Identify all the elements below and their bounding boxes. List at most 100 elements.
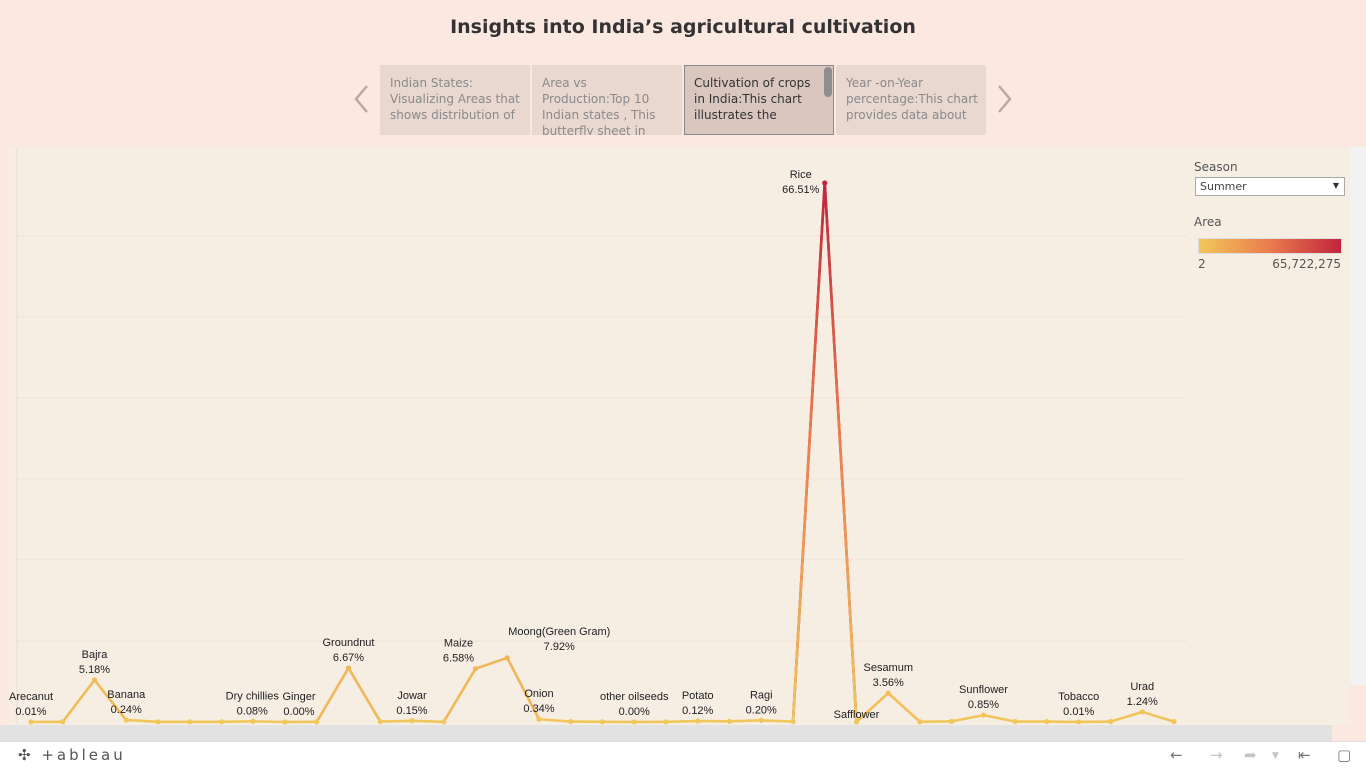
crop-label: Ginger (282, 691, 315, 703)
data-point[interactable] (695, 718, 701, 724)
redo-button[interactable]: → (1210, 746, 1223, 764)
data-point[interactable] (758, 717, 764, 723)
data-point[interactable] (853, 719, 860, 725)
data-point[interactable] (726, 718, 733, 724)
percent-label: 0.24% (111, 704, 142, 716)
line-segment (950, 713, 985, 723)
line-segment (728, 719, 763, 723)
crop-label: Arecanut (9, 691, 53, 703)
data-point[interactable] (91, 677, 98, 683)
area-color-ramp (1198, 238, 1342, 254)
story-point-label: Area vs Production:Top 10 Indian states … (542, 76, 656, 135)
vertical-scrollbar[interactable] (1350, 147, 1366, 685)
story-point-label: Indian States: Visualizing Areas that sh… (390, 76, 520, 122)
data-point[interactable] (314, 719, 320, 725)
share-dropdown-icon[interactable]: ▼ (1272, 751, 1279, 761)
crop-label: Groundnut (323, 637, 375, 649)
tableau-logo-icon: ✣ (18, 746, 34, 764)
line-segment (505, 656, 541, 721)
crop-label: Ragi (750, 689, 773, 701)
data-point[interactable] (250, 718, 256, 724)
line-segment (61, 678, 96, 724)
data-point[interactable] (885, 690, 891, 696)
data-point[interactable] (536, 716, 542, 722)
data-point[interactable] (441, 719, 447, 725)
data-point[interactable] (917, 719, 923, 725)
dashboard-title: Insights into India’s agricultural culti… (450, 16, 916, 38)
data-point[interactable] (631, 719, 637, 725)
story-point-2[interactable]: Area vs Production:Top 10 Indian states … (532, 65, 682, 135)
crop-label: Banana (107, 689, 146, 701)
percent-label: 0.01% (1063, 706, 1094, 718)
line-segment (93, 678, 128, 722)
story-point-4[interactable]: Year -on-Year percentage:This chart prov… (836, 65, 986, 135)
data-point[interactable] (1171, 718, 1177, 725)
previous-story-point-button[interactable] (352, 84, 372, 114)
data-point[interactable] (155, 719, 161, 725)
data-point[interactable] (663, 719, 669, 725)
next-story-point-button[interactable] (994, 84, 1014, 114)
story-point-label: Year -on-Year percentage:This chart prov… (846, 76, 978, 122)
revert-button[interactable]: ⇤ (1298, 746, 1311, 764)
data-point[interactable] (187, 719, 193, 725)
rice-peak-line (791, 181, 858, 724)
percent-label: 1.24% (1127, 696, 1158, 708)
story-point-3[interactable]: Cultivation of crops in India:This chart… (684, 65, 834, 135)
season-dropdown[interactable]: Summer ▼ (1195, 177, 1345, 196)
percent-label: 0.20% (746, 704, 777, 716)
data-point[interactable] (472, 666, 479, 672)
line-segment (347, 666, 382, 723)
season-dropdown-value: Summer (1200, 180, 1247, 193)
data-point[interactable] (822, 180, 828, 186)
data-point[interactable] (377, 718, 383, 725)
data-point[interactable] (123, 717, 129, 723)
data-point[interactable] (949, 718, 955, 724)
crop-area-line-chart[interactable]: Arecanut 0.01% Bajra 5.18% Banana 0.24% Dry ch… (9, 147, 1189, 725)
line-segment (855, 691, 890, 724)
share-button[interactable]: ➦ (1244, 746, 1257, 764)
data-point[interactable] (28, 719, 34, 725)
data-point[interactable] (345, 665, 352, 671)
data-point[interactable] (1076, 719, 1082, 725)
tableau-logo: ✣ +ableau (18, 746, 126, 764)
area-legend-max: 65,722,275 (1272, 257, 1341, 271)
crop-label: Jowar (397, 690, 427, 702)
data-point[interactable] (1139, 709, 1145, 715)
data-point[interactable] (409, 718, 415, 724)
crop-label: Potato (682, 690, 714, 702)
horizontal-scrollbar[interactable] (0, 725, 1332, 741)
story-point-1[interactable]: Indian States: Visualizing Areas that sh… (380, 65, 530, 135)
crop-label: Bajra (82, 649, 109, 661)
percent-label: 6.58% (443, 653, 474, 665)
line-segment (982, 713, 1017, 723)
percent-label: 0.12% (682, 705, 713, 717)
line-segment (474, 656, 509, 670)
data-point[interactable] (504, 655, 510, 661)
line-segment (759, 719, 795, 723)
data-labels: Arecanut 0.01% Bajra 5.18% Banana 0.24% Dry ch… (9, 169, 1158, 721)
crop-label: Sunflower (959, 684, 1008, 696)
data-point[interactable] (599, 719, 606, 725)
percent-label: 0.00% (619, 706, 650, 718)
data-point[interactable] (1107, 718, 1114, 725)
data-point[interactable] (282, 719, 288, 725)
fullscreen-button[interactable]: ▢ (1337, 746, 1352, 764)
percent-label: 0.15% (396, 705, 427, 717)
story-point-scrollbar[interactable] (824, 67, 832, 97)
data-point[interactable] (980, 712, 987, 718)
line-segment (410, 719, 446, 724)
line-segment (886, 691, 922, 724)
chevron-left-icon (354, 85, 368, 113)
data-point[interactable] (60, 719, 66, 725)
data-point[interactable] (790, 718, 796, 725)
data-point[interactable] (568, 718, 574, 725)
percent-label: 3.56% (873, 677, 904, 689)
percent-label: 0.85% (968, 699, 999, 711)
story-point-label: Cultivation of crops in India:This chart… (694, 76, 811, 122)
data-point[interactable] (218, 719, 225, 725)
percent-label: 0.08% (237, 705, 268, 717)
undo-button[interactable]: ← (1170, 746, 1183, 764)
data-point[interactable] (1012, 718, 1018, 725)
data-point[interactable] (1044, 718, 1050, 725)
data-points (28, 180, 1177, 725)
